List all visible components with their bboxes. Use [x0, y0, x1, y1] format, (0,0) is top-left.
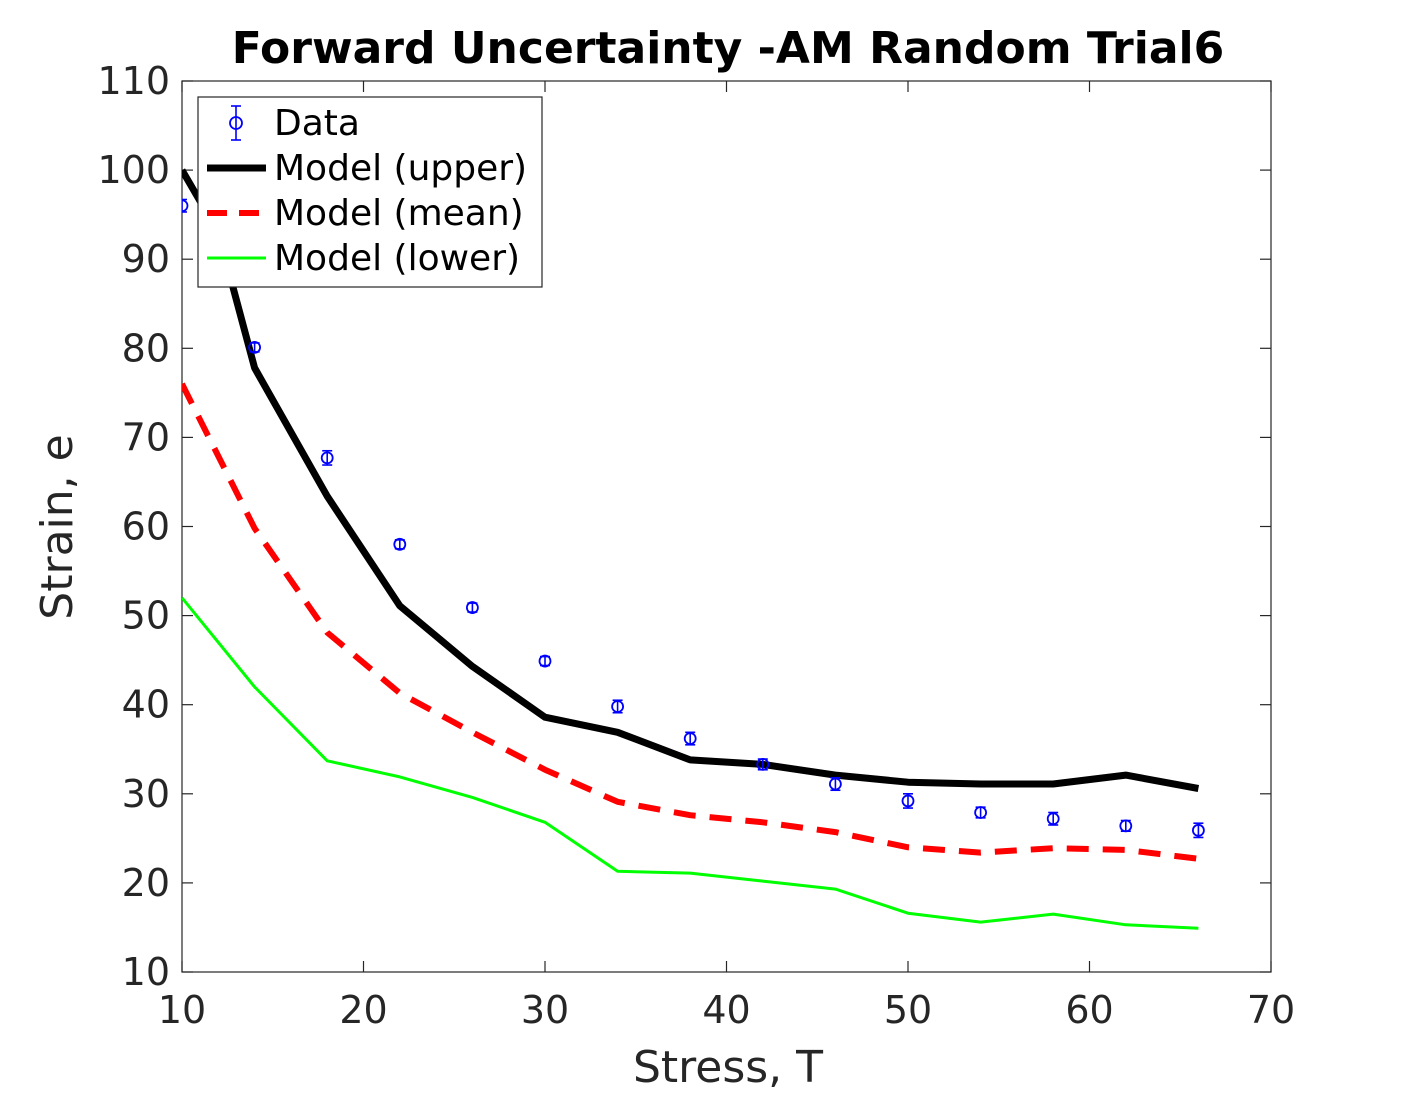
y-tick-label-9: 100 — [97, 148, 170, 192]
data-point-11 — [974, 806, 987, 819]
y-tick-label-5: 60 — [122, 505, 170, 549]
y-tick-label-3: 40 — [122, 683, 170, 727]
y-tick-label-10: 110 — [97, 59, 170, 103]
y-tick-label-6: 70 — [122, 415, 170, 459]
data-point-1 — [248, 341, 262, 354]
y-tick-label-1: 20 — [122, 861, 170, 905]
y-tick-label-4: 50 — [122, 594, 170, 638]
data-point-7 — [683, 732, 697, 745]
x-tick-label-0: 10 — [158, 988, 206, 1032]
legend-label-data: Data — [274, 103, 360, 144]
data-point-3 — [393, 537, 407, 551]
series-line-model-upper — [182, 168, 1200, 792]
data-point-14 — [1192, 823, 1205, 837]
x-tick-label-4: 50 — [884, 988, 932, 1032]
legend-label-model-mean: Model (mean) — [274, 193, 524, 234]
data-point-2 — [320, 451, 334, 465]
data-point-8 — [756, 757, 770, 771]
data-point-9 — [829, 777, 842, 791]
legend-label-model-lower: Model (lower) — [274, 238, 520, 279]
y-axis-label: Strain, e — [32, 434, 83, 619]
legend-label-model-upper: Model (upper) — [274, 148, 527, 189]
x-tick-label-5: 60 — [1065, 988, 1113, 1032]
x-tick-label-6: 70 — [1247, 988, 1295, 1032]
y-tick-label-8: 90 — [122, 237, 170, 281]
data-point-10 — [901, 794, 915, 808]
series-group — [182, 168, 1205, 930]
legend-box — [197, 96, 543, 288]
data-point-12 — [1046, 812, 1060, 826]
x-tick-label-1: 20 — [339, 988, 387, 1032]
data-point-13 — [1119, 819, 1133, 833]
x-tick-label-2: 30 — [521, 988, 569, 1032]
x-axis-label: Stress, T — [633, 1042, 823, 1093]
legend-swatch-marker-data — [229, 116, 243, 130]
x-tick-label-3: 40 — [702, 988, 750, 1032]
data-point-5 — [538, 654, 552, 668]
y-tick-label-7: 80 — [122, 326, 170, 370]
chart-title: Forward Uncertainty -AM Random Trial6 — [232, 23, 1224, 74]
series-line-model-mean — [182, 382, 1199, 862]
y-tick-label-2: 30 — [122, 772, 170, 816]
series-line-model-lower — [182, 596, 1199, 930]
y-tick-label-0: 10 — [122, 950, 170, 994]
data-point-6 — [611, 700, 624, 713]
data-point-4 — [465, 601, 479, 614]
data-point-0 — [182, 199, 189, 213]
